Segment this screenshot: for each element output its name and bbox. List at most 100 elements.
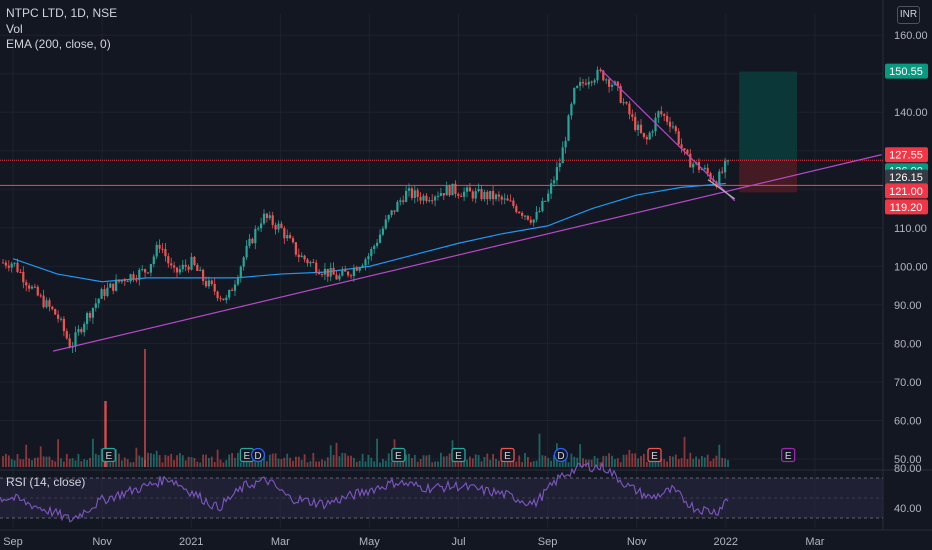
volume-bar xyxy=(654,460,657,467)
dividend-marker[interactable] xyxy=(250,447,266,463)
rsi-legend[interactable]: RSI (14, close) xyxy=(6,475,86,489)
candle-body xyxy=(65,331,68,339)
candle-body xyxy=(547,193,550,202)
trendline[interactable] xyxy=(707,179,736,200)
candle-body xyxy=(471,191,474,199)
earnings-marker[interactable] xyxy=(101,447,116,463)
candle-body xyxy=(399,200,402,202)
trendline[interactable] xyxy=(600,69,736,202)
candle-body xyxy=(396,201,399,212)
earnings-marker[interactable] xyxy=(781,447,796,463)
volume-bar xyxy=(205,454,207,467)
volume-bar xyxy=(199,462,202,467)
volume-bar xyxy=(300,459,303,467)
ema-200-line[interactable] xyxy=(12,182,726,283)
candle-body xyxy=(370,248,373,257)
volume-bar xyxy=(379,462,381,467)
candle-body xyxy=(239,266,242,279)
candle-body xyxy=(97,298,100,304)
target-zone[interactable] xyxy=(739,71,798,161)
volume-bar xyxy=(54,461,57,467)
candle-body xyxy=(405,190,408,202)
candle-body xyxy=(338,275,341,280)
candle-body xyxy=(303,255,306,260)
candle-body xyxy=(193,256,196,265)
candle-body xyxy=(181,264,184,270)
volume-bar xyxy=(721,457,724,467)
candle-body xyxy=(590,81,593,83)
volume-bar xyxy=(266,461,268,467)
stop-zone[interactable] xyxy=(739,160,798,193)
volume-bar xyxy=(651,460,654,467)
price-axis-tag[interactable] xyxy=(885,183,928,199)
volume-bar xyxy=(132,462,135,467)
candle-body xyxy=(268,215,271,219)
volume-bar xyxy=(2,455,4,467)
dividend-marker[interactable] xyxy=(553,447,569,463)
volume-bar xyxy=(477,455,480,467)
candle-body xyxy=(457,193,460,196)
trendline[interactable] xyxy=(52,154,882,352)
volume-legend[interactable]: Vol xyxy=(6,21,23,36)
candle-body xyxy=(506,198,509,201)
volume-bar xyxy=(10,459,13,467)
volume-bar xyxy=(599,462,602,467)
price-axis-tag[interactable] xyxy=(885,63,928,79)
price-axis-tag[interactable] xyxy=(885,199,928,215)
volume-bar xyxy=(648,458,651,467)
candle-body xyxy=(378,234,382,243)
volume-bar xyxy=(431,462,434,467)
candle-body xyxy=(283,228,286,239)
ema-legend[interactable]: EMA (200, close, 0) xyxy=(6,37,111,51)
price-axis-tag[interactable] xyxy=(885,147,928,163)
candle-body xyxy=(42,295,45,308)
candle-body xyxy=(489,190,492,200)
volume-bar xyxy=(34,457,36,467)
volume-bar xyxy=(622,454,625,467)
candle-body xyxy=(213,283,216,292)
earnings-marker[interactable] xyxy=(391,447,406,463)
price-axis-tag[interactable] xyxy=(885,169,928,185)
candle-body xyxy=(564,140,567,148)
volume-bar xyxy=(544,455,547,467)
volume-bar xyxy=(158,455,161,467)
candle-body xyxy=(323,268,326,275)
volume-bar xyxy=(341,452,344,467)
volume-bar xyxy=(411,458,413,467)
earnings-marker[interactable] xyxy=(647,447,662,463)
candle-body xyxy=(634,116,637,131)
volume-bar xyxy=(248,457,251,467)
candle-body xyxy=(54,309,57,315)
currency-badge[interactable]: INR xyxy=(897,6,920,24)
time-axis-tick: Mar xyxy=(271,536,290,548)
candle-body xyxy=(83,323,86,333)
candle-body xyxy=(36,286,39,296)
candle-body xyxy=(410,188,413,198)
volume-bar xyxy=(350,455,352,467)
candle-body xyxy=(236,278,239,285)
event-marker-label: E xyxy=(395,451,402,462)
symbol-legend[interactable]: NTPC LTD, 1D, NSE xyxy=(6,6,118,20)
rsi-line[interactable] xyxy=(0,461,729,523)
candle-body xyxy=(59,318,63,320)
candle-body xyxy=(428,200,431,202)
candle-body xyxy=(22,271,25,283)
candle-body xyxy=(689,153,692,168)
candle-body xyxy=(570,103,573,116)
candle-body xyxy=(642,132,645,137)
volume-bar xyxy=(60,458,62,467)
candle-body xyxy=(349,275,353,277)
candle-body xyxy=(358,267,361,271)
volume-bar xyxy=(193,457,196,467)
volume-bar xyxy=(31,460,33,467)
earnings-marker[interactable] xyxy=(500,447,515,463)
earnings-marker[interactable] xyxy=(451,447,466,463)
price-axis-tag-label: 127.55 xyxy=(889,150,923,162)
volume-bar xyxy=(219,459,222,467)
candle-body xyxy=(700,169,703,171)
price-axis-tick: 140.00 xyxy=(894,107,928,119)
candle-body xyxy=(260,223,263,229)
candle-body xyxy=(184,264,187,267)
candle-body xyxy=(483,191,486,200)
